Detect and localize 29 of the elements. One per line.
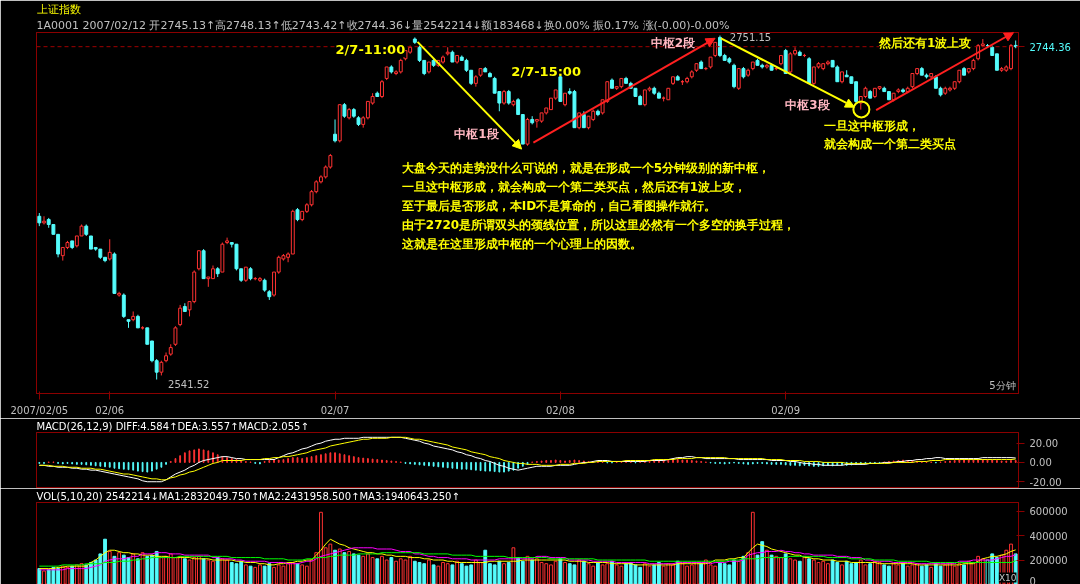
y-tick-label: 0 (1029, 575, 1036, 584)
chart-subtitle: 1A0001 2007/02/12 开2745.13↑高2748.13↑低2743.42↑收2744.36↓量2542214↓额183468↓换0.00% 振0.17% 涨(-0.00)-0.00% (36, 19, 730, 32)
chart-title: VOL(5,10,20) 2542214↓MA1:2832049.750↑MA2:2431958.500↑MA3:1940643.250↑ (36, 491, 460, 502)
annotation: 5分钟 (989, 379, 1016, 391)
chart-title: 上证指数 (36, 3, 81, 16)
annotation: 中枢2段 (650, 36, 697, 51)
annotation: 2/7-11:00 (335, 41, 406, 57)
y-tick-label: 400000 (1029, 530, 1068, 542)
y-tick-label: 20.00 (1029, 438, 1059, 450)
annotation: 中枢1段 (454, 126, 500, 141)
annotation: 中枢3段 (785, 97, 831, 112)
x-tick-label: 02/09 (771, 404, 801, 416)
annotation: 大盘今天的走势没什么可说的，就是在形成一个5分钟级别的新中枢，一旦这中枢形成，就会构成一个第二类买点，然后还有1波上攻，至于最后是否形成，本ID不是算命的，自己看图操作就行。由于2720是所谓双头的颈线位置，所以这里必然有一个多空的换手过程，这就是在这里形成中枢的一个心理上的因数。 (400, 160, 796, 251)
annotation: 2751.15 (729, 31, 772, 43)
annotation: 然后还有1波上攻 (878, 36, 972, 51)
x-tick-label: 2007/02/05 (10, 404, 69, 416)
annotation: 2/7-15:00 (511, 63, 581, 79)
y-tick-label: 600000 (1029, 506, 1068, 518)
x-tick-label: 02/06 (95, 404, 125, 416)
annotation: 2541.52 (168, 379, 210, 391)
x-tick-label: 02/08 (545, 404, 575, 416)
y-tick-label: 0.00 (1029, 457, 1052, 469)
x-tick-label: 02/07 (320, 404, 350, 416)
y-tick-label: 200000 (1029, 555, 1068, 567)
chart-title: MACD(26,12,9) DIFF:4.584↑DEA:3.557↑MACD:2.055↑ (36, 421, 309, 432)
y-tick-label: -20.00 (1029, 476, 1062, 488)
annotation: X10 (998, 572, 1017, 583)
annotation: 一旦这中枢形成，就会构成一个第二类买点 (823, 119, 957, 152)
text: 2744.36 (1029, 41, 1071, 53)
